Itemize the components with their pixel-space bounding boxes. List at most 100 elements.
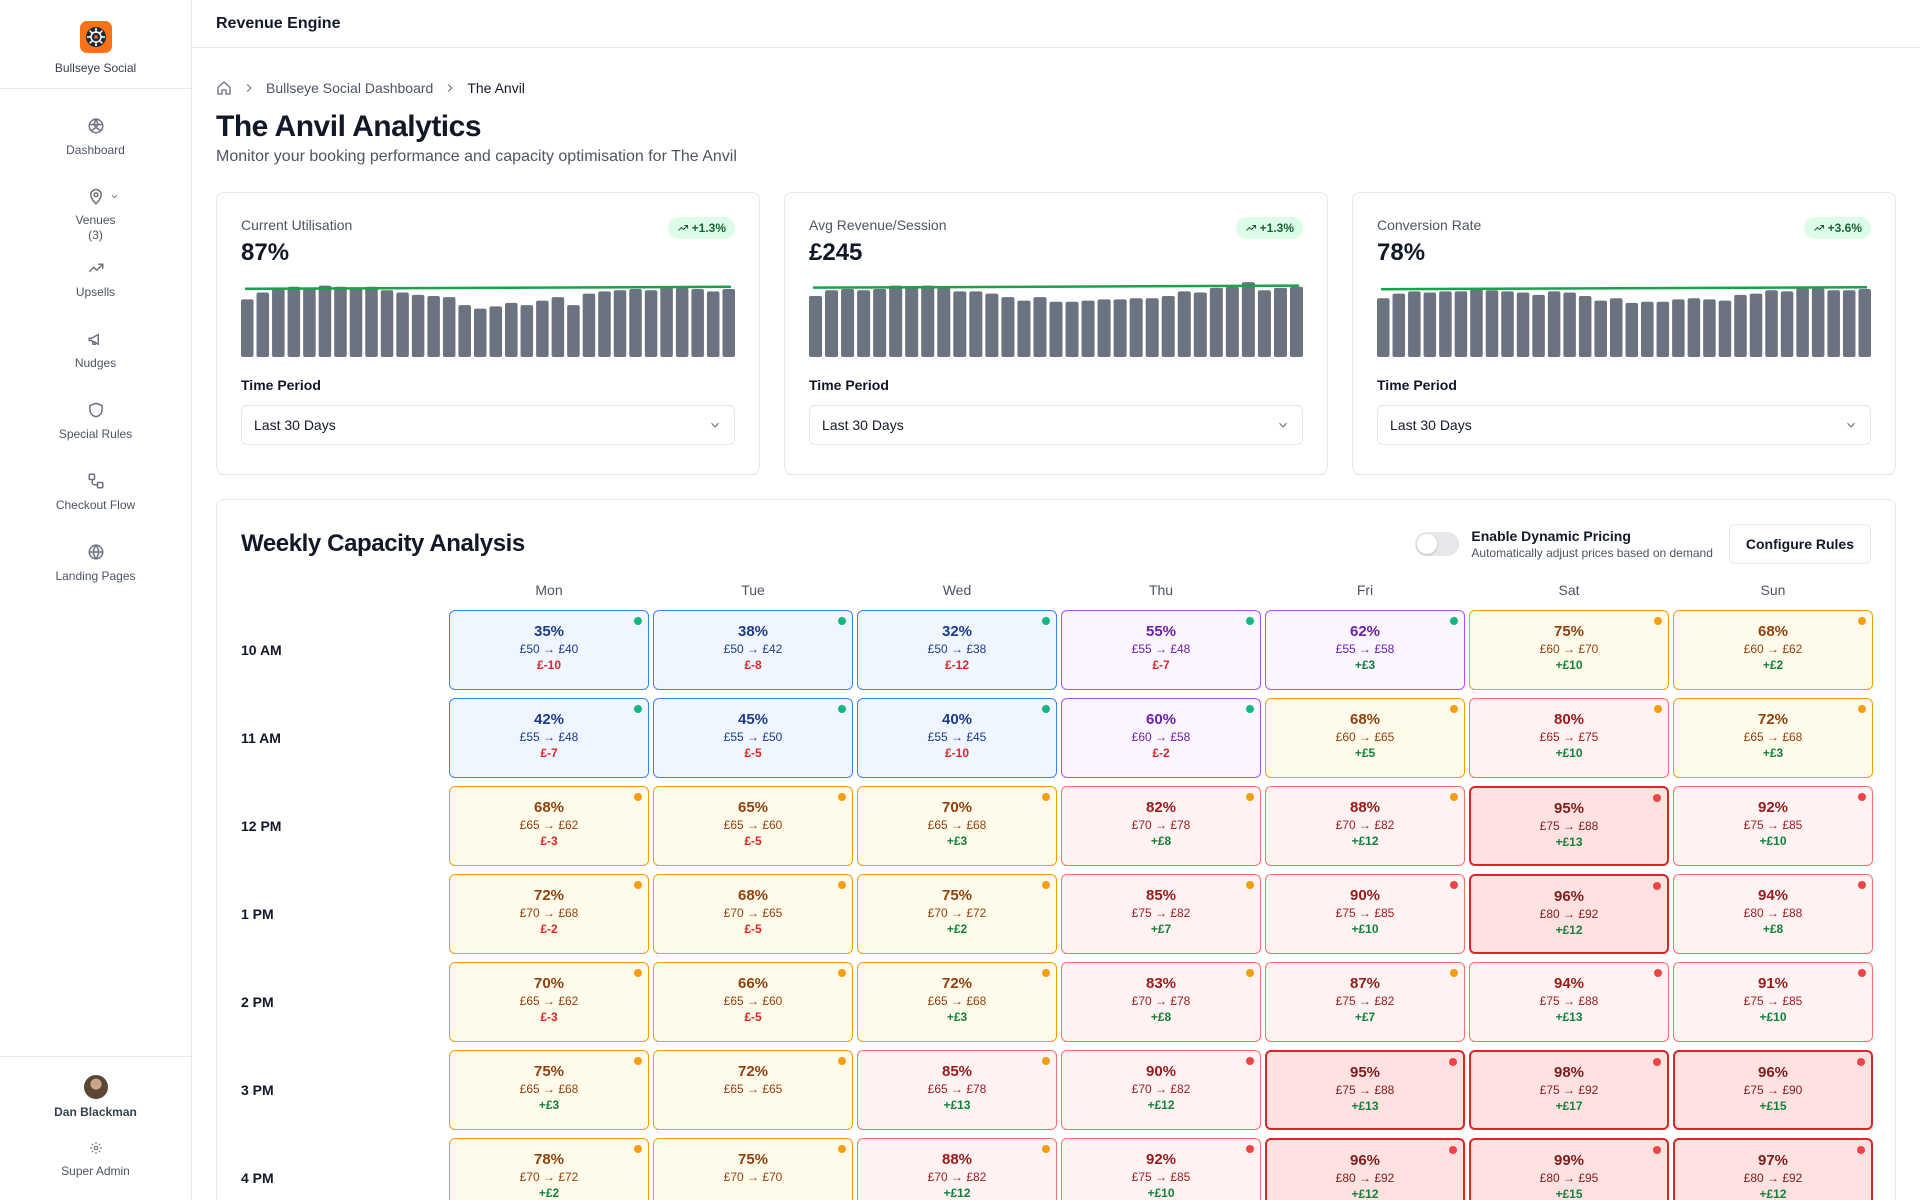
capacity-cell[interactable]: 94% £80 → £88 +£8 [1673, 874, 1873, 954]
capacity-cell[interactable]: 72% £65 → £65 [653, 1050, 853, 1130]
capacity-cell[interactable]: 68% £70 → £65 £-5 [653, 874, 853, 954]
capacity-cell[interactable]: 90% £70 → £82 +£12 [1061, 1050, 1261, 1130]
price-change: £70 → £78 [1131, 994, 1191, 1008]
capacity-cell[interactable]: 96% £75 → £90 +£15 [1673, 1050, 1873, 1130]
capacity-cell[interactable]: 32% £50 → £38 £-12 [857, 610, 1057, 690]
capacity-cell[interactable]: 75% £60 → £70 +£10 [1469, 610, 1669, 690]
sidebar-item-upsells[interactable]: Upsells [0, 243, 191, 314]
capacity-cell[interactable]: 92% £75 → £85 +£10 [1673, 786, 1873, 866]
capacity-cell[interactable]: 82% £70 → £78 +£8 [1061, 786, 1261, 866]
capacity-cell[interactable]: 60% £60 → £58 £-2 [1061, 698, 1261, 778]
capacity-cell[interactable]: 68% £65 → £62 £-3 [449, 786, 649, 866]
spark-bar [427, 295, 440, 357]
capacity-cell[interactable]: 96% £80 → £92 +£12 [1265, 1138, 1465, 1200]
capacity-cell[interactable]: 72% £65 → £68 +£3 [1673, 698, 1873, 778]
capacity-cell[interactable]: 96% £80 → £92 +£12 [1469, 874, 1669, 954]
spark-bar [473, 308, 487, 357]
capacity-cell[interactable]: 38% £50 → £42 £-8 [653, 610, 853, 690]
utilisation-percent: 72% [737, 1063, 769, 1080]
sidebar-item-venues[interactable]: Venues (3) [0, 172, 191, 243]
dynamic-pricing-toggle[interactable] [1415, 532, 1460, 556]
capacity-cell[interactable]: 35% £50 → £40 £-10 [449, 610, 649, 690]
capacity-cell[interactable]: 45% £55 → £50 £-5 [653, 698, 853, 778]
capacity-cell[interactable]: 75% £65 → £68 +£3 [449, 1050, 649, 1130]
capacity-cell[interactable]: 75% £70 → £70 [653, 1138, 853, 1200]
capacity-cell[interactable]: 99% £80 → £95 +£15 [1469, 1138, 1669, 1200]
capacity-cell[interactable]: 70% £65 → £62 £-3 [449, 962, 649, 1042]
spark-bar [889, 285, 903, 357]
capacity-cell[interactable]: 91% £75 → £85 +£10 [1673, 962, 1873, 1042]
capacity-cell[interactable]: 85% £75 → £82 +£7 [1061, 874, 1261, 954]
sidebar-item-special-rules[interactable]: Special Rules [0, 385, 191, 456]
capacity-cell[interactable]: 42% £55 → £48 £-7 [449, 698, 649, 778]
capacity-cell[interactable]: 83% £70 → £78 +£8 [1061, 962, 1261, 1042]
sidebar-item-landing-pages[interactable]: Landing Pages [0, 527, 191, 598]
capacity-cell[interactable]: 70% £65 → £68 +£3 [857, 786, 1057, 866]
capacity-cell[interactable]: 97% £80 → £92 +£12 [1673, 1138, 1873, 1200]
capacity-cell[interactable]: 85% £65 → £78 +£13 [857, 1050, 1057, 1130]
price-delta: +£8 [1150, 834, 1172, 848]
capacity-cell[interactable]: 68% £60 → £62 +£2 [1673, 610, 1873, 690]
home-icon[interactable] [216, 80, 232, 96]
status-dot [1246, 1145, 1254, 1153]
spark-bar [1408, 291, 1421, 357]
price-change: £65 → £78 [927, 1082, 987, 1096]
capacity-cell[interactable]: 87% £75 → £82 +£7 [1265, 962, 1465, 1042]
capacity-cell[interactable]: 94% £75 → £88 +£13 [1469, 962, 1669, 1042]
capacity-cell[interactable]: 88% £70 → £82 +£12 [1265, 786, 1465, 866]
spark-bar [241, 299, 254, 357]
spark-bar [1209, 287, 1223, 357]
price-delta: +£10 [1351, 922, 1379, 936]
capacity-cell[interactable]: 92% £75 → £85 +£10 [1061, 1138, 1261, 1200]
capacity-cell[interactable]: 66% £65 → £60 £-5 [653, 962, 853, 1042]
capacity-cell[interactable]: 75% £70 → £72 +£2 [857, 874, 1057, 954]
price-delta: £-2 [540, 922, 558, 936]
spark-bar [582, 293, 596, 357]
sidebar-item-checkout-flow[interactable]: Checkout Flow [0, 456, 191, 527]
spark-bar [1609, 298, 1623, 357]
spark-bar [1625, 302, 1639, 357]
status-dot [1654, 705, 1662, 713]
capacity-cell[interactable]: 80% £65 → £75 +£10 [1469, 698, 1669, 778]
capacity-cell[interactable]: 88% £70 → £82 +£12 [857, 1138, 1057, 1200]
main-content: Bullseye Social Dashboard The Anvil The … [216, 48, 1896, 1200]
capacity-cell[interactable]: 95% £75 → £88 +£13 [1469, 786, 1669, 866]
price-delta: +£2 [538, 1186, 560, 1200]
capacity-cell[interactable]: 78% £70 → £72 +£2 [449, 1138, 649, 1200]
gear-icon[interactable] [89, 1141, 103, 1160]
utilisation-percent: 87% [1349, 975, 1381, 992]
utilisation-percent: 96% [1553, 888, 1585, 905]
metric-label: Avg Revenue/Session [809, 217, 947, 233]
price-change: £70 → £72 [927, 906, 987, 920]
time-period-select[interactable]: Last 30 Days [241, 405, 735, 445]
spark-bar [1656, 301, 1670, 357]
capacity-cell[interactable]: 40% £55 → £45 £-10 [857, 698, 1057, 778]
status-dot [1246, 793, 1254, 801]
day-header-mon: Mon [535, 582, 563, 598]
status-dot [1858, 705, 1866, 713]
spark-bar [1241, 282, 1255, 357]
breadcrumb-parent-link[interactable]: Bullseye Social Dashboard [266, 80, 434, 96]
time-period-select[interactable]: Last 30 Days [809, 405, 1303, 445]
user-name: Dan Blackman [54, 1105, 137, 1119]
capacity-cell[interactable]: 95% £75 → £88 +£13 [1265, 1050, 1465, 1130]
time-period-select[interactable]: Last 30 Days [1377, 405, 1871, 445]
capacity-cell[interactable]: 72% £65 → £68 +£3 [857, 962, 1057, 1042]
status-dot [838, 881, 846, 889]
megaphone-icon [85, 328, 107, 350]
sidebar-item-dashboard[interactable]: Dashboard [0, 101, 191, 172]
avatar[interactable] [83, 1075, 108, 1099]
capacity-cell[interactable]: 98% £75 → £92 +£17 [1469, 1050, 1669, 1130]
spark-bar [1641, 301, 1654, 357]
sidebar-item-nudges[interactable]: Nudges [0, 314, 191, 385]
capacity-cell[interactable]: 68% £60 → £65 +£5 [1265, 698, 1465, 778]
price-delta: +£8 [1150, 1010, 1172, 1024]
configure-rules-button[interactable]: Configure Rules [1728, 524, 1871, 564]
capacity-cell[interactable]: 62% £55 → £58 +£3 [1265, 610, 1465, 690]
capacity-cell[interactable]: 90% £75 → £85 +£10 [1265, 874, 1465, 954]
capacity-cell[interactable]: 55% £55 → £48 £-7 [1061, 610, 1261, 690]
capacity-cell[interactable]: 65% £65 → £60 £-5 [653, 786, 853, 866]
bullseye-logo-icon[interactable] [79, 21, 112, 53]
trending-up-icon [85, 257, 107, 279]
capacity-cell[interactable]: 72% £70 → £68 £-2 [449, 874, 649, 954]
